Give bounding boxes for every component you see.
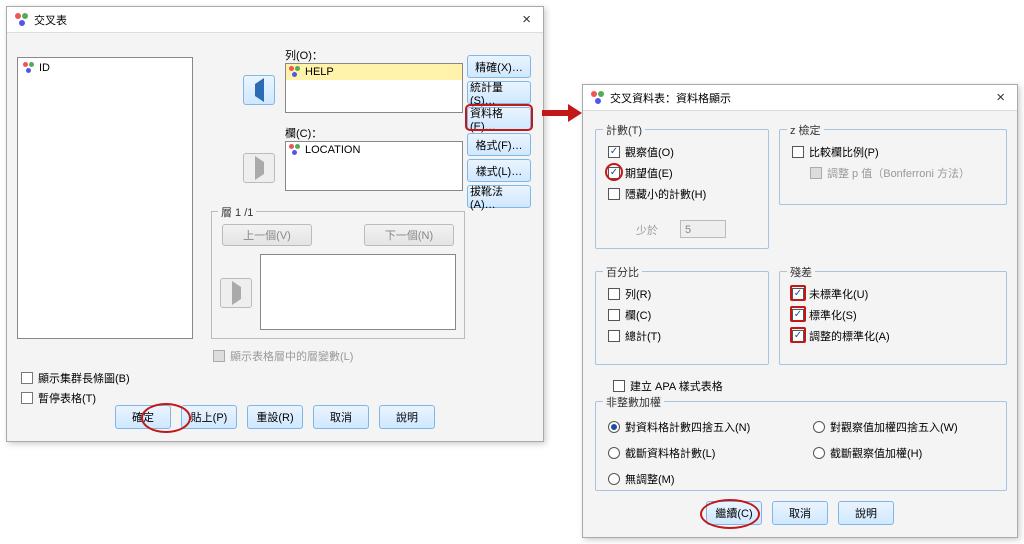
row-item-selected[interactable]: HELP [286,64,462,80]
titlebar: 交叉表 × [7,7,543,33]
app-icon [591,91,605,105]
noninteger-legend: 非整數加權 [603,394,664,410]
show-layer-vars-checkbox: 顯示表格層中的層變數(L) [213,348,353,364]
cluster-bar-checkbox[interactable]: 顯示集群長條圖(B) [21,370,130,386]
less-than-input: 5 [680,220,726,238]
dialog-title: 交叉資料表：資料格顯示 [610,90,731,106]
less-than-label: 少於 [636,222,658,238]
var-label: ID [39,62,50,74]
prev-layer-button[interactable]: 上一個(V) [222,224,312,246]
expected-checkbox[interactable]: 期望值(E) [608,165,768,181]
layer-legend: 層 1 /1 [218,204,256,220]
callout-arrow [542,104,582,122]
suppress-tables-checkbox[interactable]: 暫停表格(T) [21,390,96,406]
ok-button[interactable]: 確定 [115,405,171,429]
dialog-title: 交叉表 [34,12,67,28]
next-layer-button[interactable]: 下一個(N) [364,224,454,246]
col-percent-checkbox[interactable]: 欄(C) [608,307,768,323]
button-row: 確定 貼上(P) 重設(R) 取消 說明 [7,405,543,429]
observed-checkbox[interactable]: 觀察值(O) [608,144,768,160]
percent-fieldset: 百分比 列(R) 欄(C) 總計(T) [595,271,769,365]
col-item-label: LOCATION [305,144,360,156]
trunc-cell-radio[interactable]: 截斷資料格計數(L) [608,445,801,461]
titlebar: 交叉資料表：資料格顯示 × [583,85,1017,111]
nominal-icon [289,66,301,78]
unstd-resid-checkbox[interactable]: 未標準化(U) [792,286,1006,302]
total-percent-checkbox[interactable]: 總計(T) [608,328,768,344]
cell-display-dialog: 交叉資料表：資料格顯示 × 計數(T) 觀察值(O) 期望值(E) 隱藏小的計數… [582,84,1018,538]
exact-button[interactable]: 精確(X)… [467,55,531,78]
paste-button[interactable]: 貼上(P) [181,405,237,429]
cancel-button[interactable]: 取消 [313,405,369,429]
percent-legend: 百分比 [603,264,642,280]
round-case-radio[interactable]: 對觀察值加權四捨五入(W) [813,419,1006,435]
format-button[interactable]: 格式(F)… [467,133,531,156]
counts-legend: 計數(T) [603,122,645,138]
ztest-fieldset: z 檢定 比較欄比例(P) 調整 p 值（Bonferroni 方法） [779,129,1007,205]
style-button[interactable]: 樣式(L)… [467,159,531,182]
trunc-case-radio[interactable]: 截斷觀察值加權(H) [813,445,1006,461]
stats-button[interactable]: 統計量(S)… [467,81,531,104]
layer-listbox[interactable] [260,254,456,330]
bonferroni-checkbox: 調整 p 值（Bonferroni 方法） [810,165,1006,181]
move-col-button[interactable] [243,153,275,183]
move-layer-button[interactable] [220,278,252,308]
nominal-icon [23,62,35,74]
no-adjust-radio[interactable]: 無調整(M) [608,471,1006,487]
round-cell-radio[interactable]: 對資料格計數四捨五入(N) [608,419,801,435]
residual-fieldset: 殘差 未標準化(U) 標準化(S) 調整的標準化(A) [779,271,1007,365]
close-icon[interactable]: × [518,11,535,28]
counts-fieldset: 計數(T) 觀察值(O) 期望值(E) 隱藏小的計數(H) 少於 5 [595,129,769,249]
row-item-label: HELP [305,66,334,78]
cols-listbox[interactable]: LOCATION [285,141,463,191]
apa-checkbox[interactable]: 建立 APA 樣式表格 [613,378,723,394]
noninteger-fieldset: 非整數加權 對資料格計數四捨五入(N) 對觀察值加權四捨五入(W) 截斷資料格計… [595,401,1007,491]
variable-list[interactable]: ID [17,57,193,339]
compare-columns-checkbox[interactable]: 比較欄比例(P) [792,144,1006,160]
nominal-icon [289,144,301,156]
close-icon[interactable]: × [992,89,1009,106]
move-row-button[interactable] [243,75,275,105]
layer-fieldset: 層 1 /1 上一個(V) 下一個(N) [211,211,465,339]
continue-button[interactable]: 繼續(C) [706,501,762,525]
cells-button[interactable]: 資料格(E)… [467,107,531,130]
hide-small-checkbox[interactable]: 隱藏小的計數(H) [608,186,768,202]
var-item[interactable]: ID [21,61,189,75]
cancel-button[interactable]: 取消 [772,501,828,525]
app-icon [15,13,29,27]
help-button[interactable]: 說明 [838,501,894,525]
rows-label: 列(O)： [285,47,323,63]
help-button[interactable]: 說明 [379,405,435,429]
residual-legend: 殘差 [787,264,815,280]
bootstrap-button[interactable]: 拔靴法(A)… [467,185,531,208]
rows-listbox[interactable]: HELP [285,63,463,113]
std-resid-checkbox[interactable]: 標準化(S) [792,307,1006,323]
crosstabs-dialog: 交叉表 × ID 列(O)： HELP 欄(C)： LOCATION 層 1 /… [6,6,544,442]
ztest-legend: z 檢定 [787,122,824,138]
col-item[interactable]: LOCATION [286,142,462,158]
row-percent-checkbox[interactable]: 列(R) [608,286,768,302]
adjstd-resid-checkbox[interactable]: 調整的標準化(A) [792,328,1006,344]
cols-label: 欄(C)： [285,125,322,141]
reset-button[interactable]: 重設(R) [247,405,303,429]
button-row: 繼續(C) 取消 說明 [583,501,1017,525]
